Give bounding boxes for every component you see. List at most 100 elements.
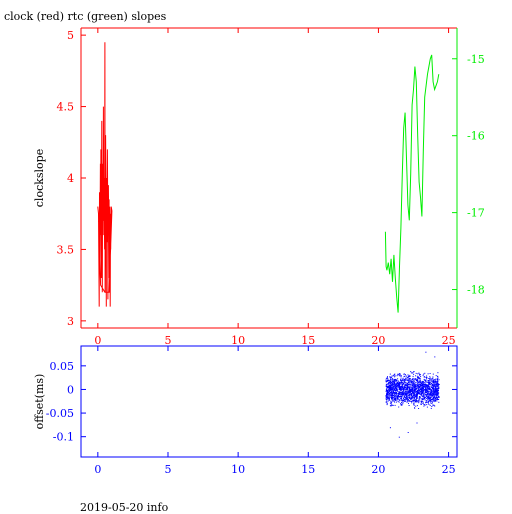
offset-point xyxy=(395,400,397,401)
offset-point xyxy=(432,386,434,388)
top-y2-tick-label: -17 xyxy=(467,207,485,220)
offset-point xyxy=(398,393,400,395)
offset-point xyxy=(414,396,416,398)
offset-point xyxy=(408,389,410,391)
offset-point xyxy=(408,382,410,384)
bottom-x-tick-label: 5 xyxy=(164,463,171,476)
offset-point xyxy=(436,380,438,382)
offset-point xyxy=(391,395,393,397)
offset-point xyxy=(415,386,417,387)
offset-point xyxy=(420,383,422,385)
offset-point xyxy=(420,400,422,402)
offset-point xyxy=(435,400,437,402)
offset-point xyxy=(431,396,433,398)
offset-point xyxy=(423,397,425,399)
offset-point xyxy=(419,387,421,389)
offset-point xyxy=(436,395,438,397)
offset-point xyxy=(401,385,403,387)
offset-point xyxy=(413,404,415,406)
offset-point xyxy=(418,387,420,389)
offset-point xyxy=(420,389,422,391)
offset-point xyxy=(401,395,403,397)
offset-point xyxy=(423,381,425,383)
offset-point xyxy=(389,394,391,396)
offset-point xyxy=(417,384,419,386)
offset-point xyxy=(411,402,413,404)
offset-point xyxy=(404,392,406,394)
offset-point xyxy=(398,399,400,401)
offset-point xyxy=(408,390,410,392)
offset-point xyxy=(427,388,429,390)
offset-point xyxy=(394,385,396,387)
offset-point xyxy=(391,382,393,384)
offset-point xyxy=(427,389,429,391)
offset-point xyxy=(407,394,409,396)
offset-point xyxy=(410,382,412,384)
offset-point xyxy=(389,388,391,390)
offset-point xyxy=(432,392,434,394)
offset-point xyxy=(432,385,434,386)
offset-point xyxy=(402,393,404,395)
offset-point xyxy=(430,394,432,396)
offset-point xyxy=(393,398,395,400)
offset-point xyxy=(404,381,406,383)
offset-point xyxy=(437,372,439,374)
offset-point xyxy=(419,385,421,387)
offset-point xyxy=(404,391,406,393)
offset-point xyxy=(436,378,438,380)
offset-point xyxy=(422,382,424,384)
offset-point xyxy=(413,386,415,388)
offset-point xyxy=(438,384,440,386)
offset-point xyxy=(390,396,392,398)
offset-point xyxy=(427,394,429,396)
offset-point xyxy=(408,379,410,381)
offset-point xyxy=(422,392,424,394)
top-y-axis-label: clockslope xyxy=(33,149,46,207)
offset-point xyxy=(418,378,420,380)
offset-point xyxy=(397,396,399,398)
offset-outlier-point xyxy=(407,432,409,433)
offset-point xyxy=(386,394,388,396)
offset-point xyxy=(387,400,389,402)
offset-point xyxy=(433,393,435,395)
offset-point xyxy=(403,393,405,394)
offset-point xyxy=(407,387,409,389)
offset-point xyxy=(432,373,434,375)
offset-point xyxy=(387,383,389,384)
offset-point xyxy=(415,399,417,401)
offset-point xyxy=(394,375,396,377)
offset-point xyxy=(421,403,422,405)
offset-point xyxy=(409,391,411,393)
offset-point xyxy=(396,390,398,392)
offset-point xyxy=(391,404,393,406)
offset-point xyxy=(415,378,416,380)
offset-point xyxy=(397,386,399,388)
offset-point xyxy=(417,386,419,388)
offset-point xyxy=(403,373,405,375)
offset-point xyxy=(416,401,418,403)
top-x-tick-label: 5 xyxy=(164,334,171,347)
offset-point xyxy=(407,382,409,384)
offset-point xyxy=(429,378,431,380)
offset-point xyxy=(393,380,395,382)
offset-point xyxy=(418,389,420,391)
offset-point xyxy=(434,391,436,393)
offset-point xyxy=(399,386,401,388)
offset-point xyxy=(403,379,405,381)
offset-point xyxy=(412,380,414,382)
offset-point xyxy=(407,383,409,385)
offset-point xyxy=(394,380,396,382)
offset-point xyxy=(424,382,426,384)
offset-point xyxy=(419,373,421,375)
offset-point xyxy=(395,386,397,388)
offset-point xyxy=(402,391,404,393)
offset-point xyxy=(401,389,403,391)
offset-point xyxy=(398,392,400,394)
offset-point xyxy=(387,390,389,392)
offset-point xyxy=(431,382,433,384)
offset-point xyxy=(431,393,433,395)
offset-point xyxy=(429,384,431,386)
offset-point xyxy=(397,380,399,382)
offset-point xyxy=(418,385,420,387)
offset-point xyxy=(401,383,403,385)
